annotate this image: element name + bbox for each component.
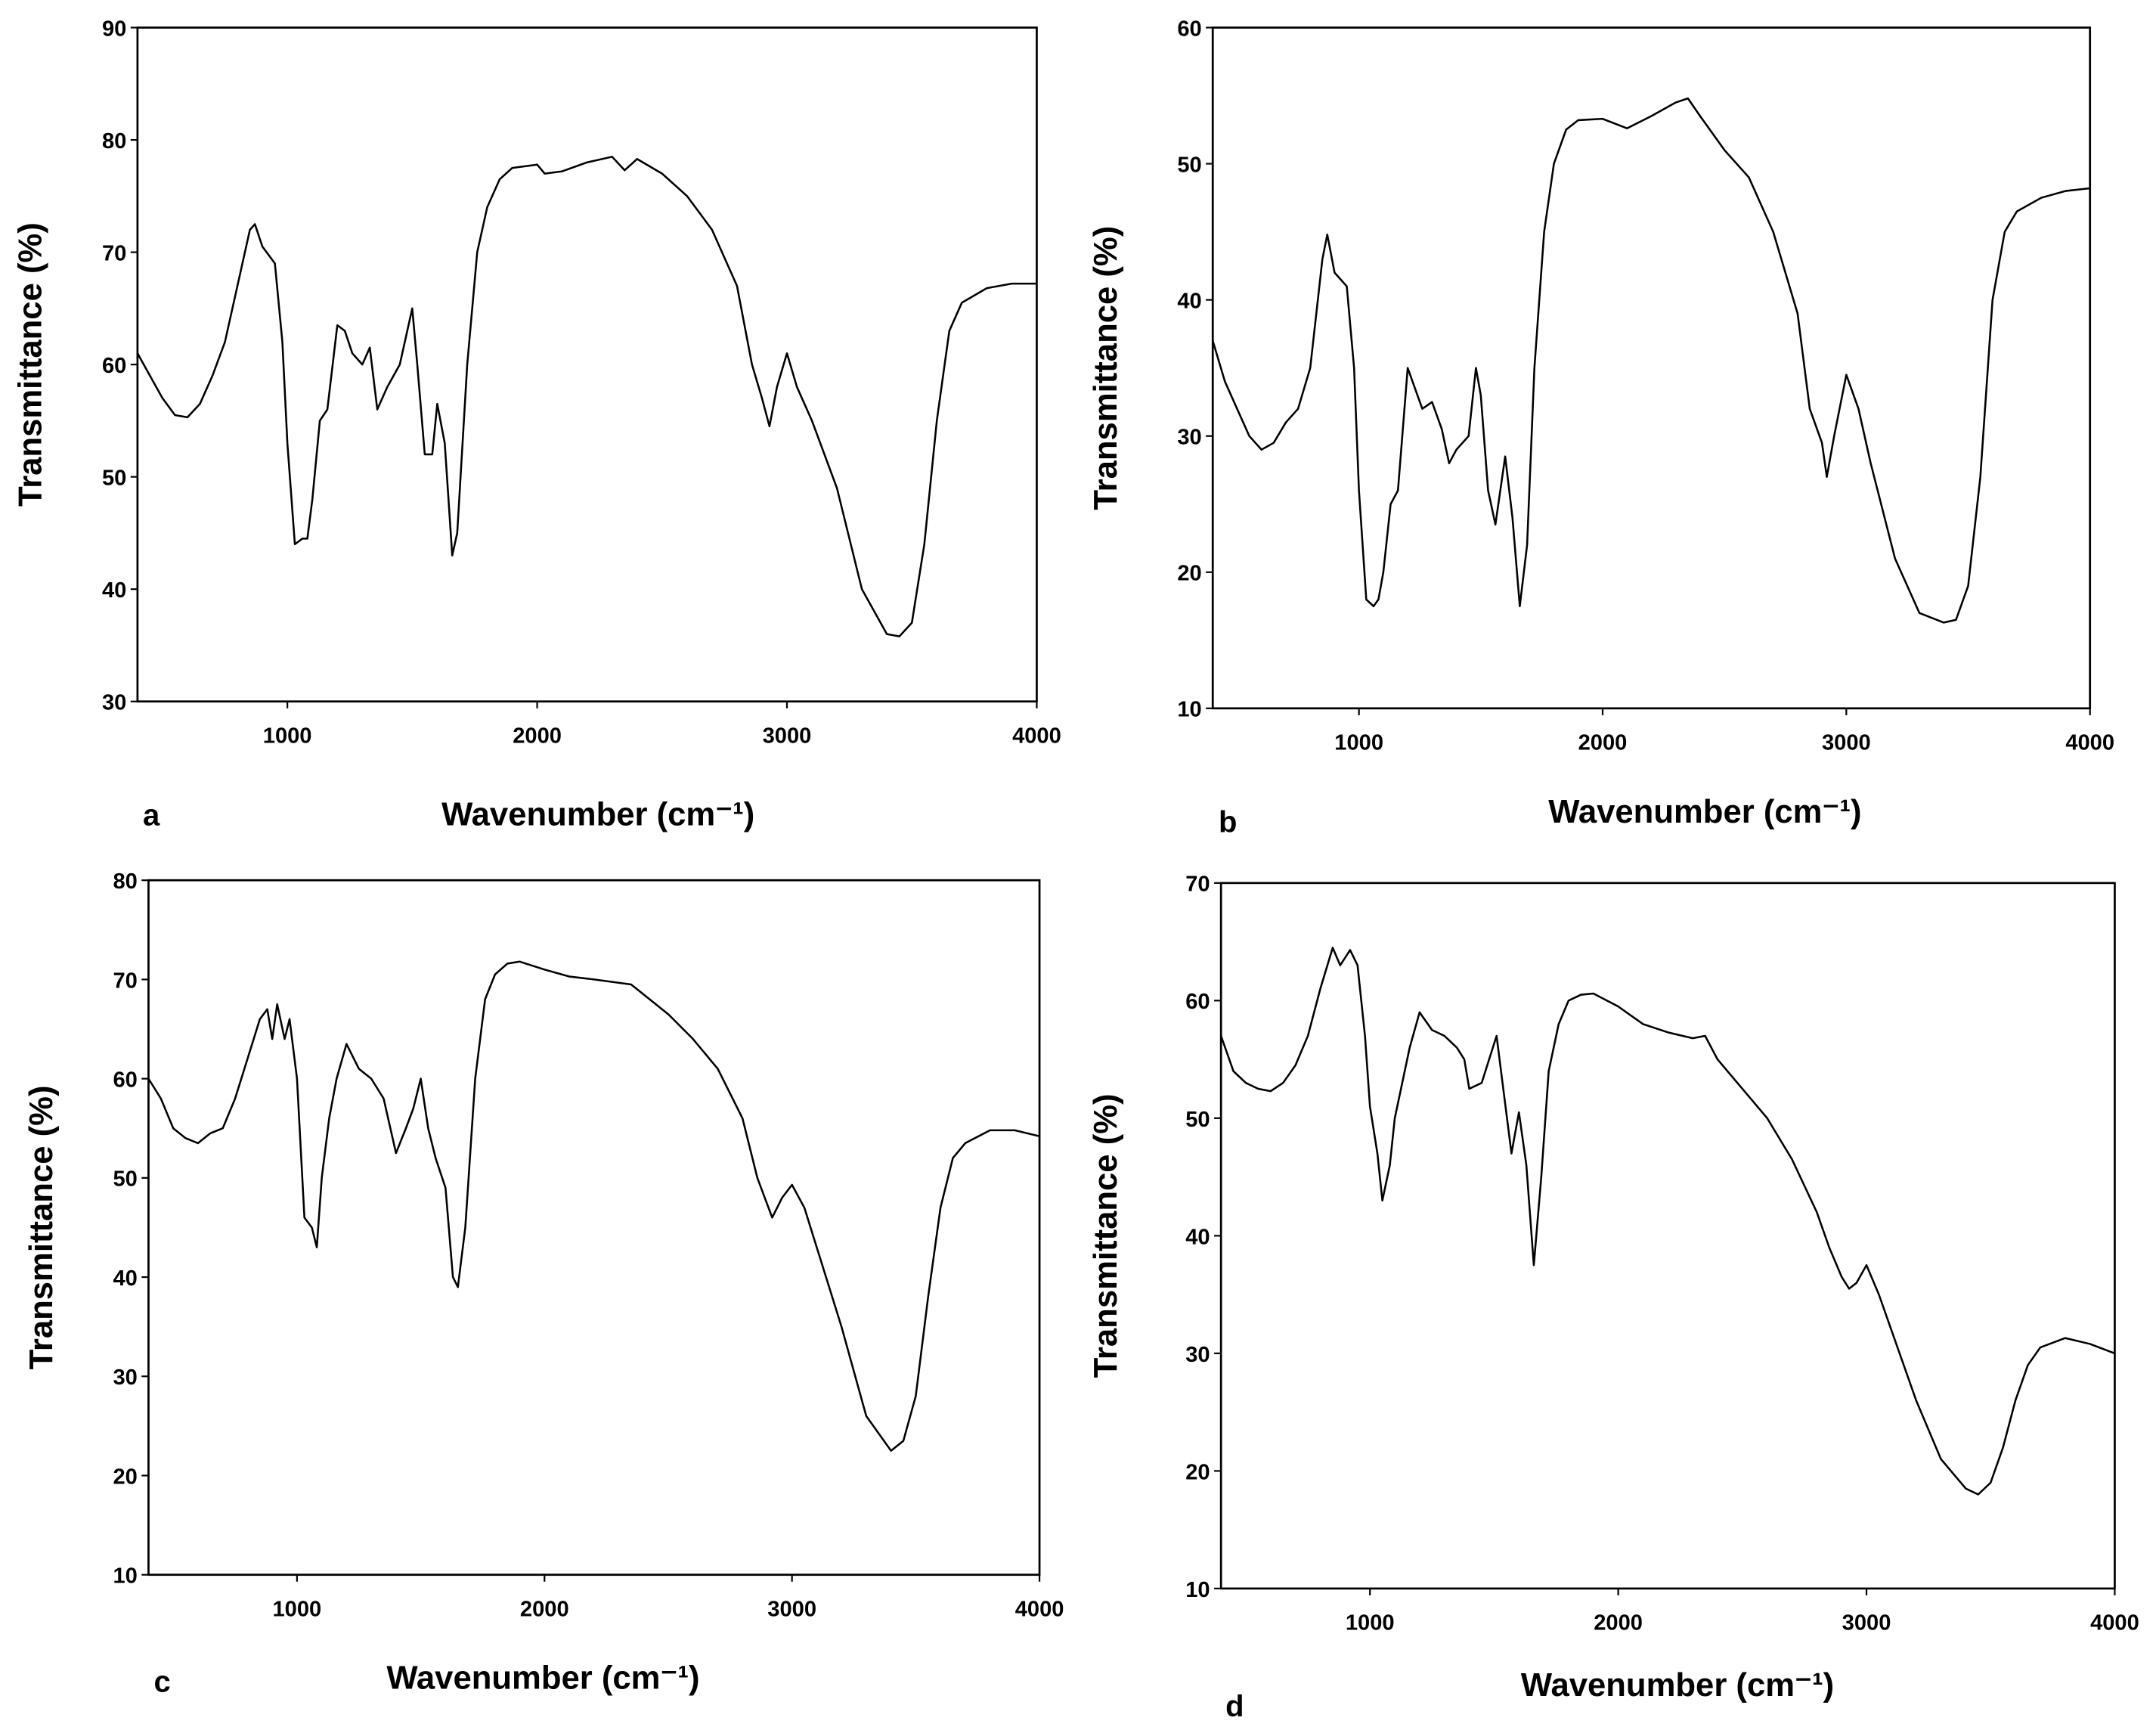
y-axis-label: Transmittance (%): [1087, 226, 1124, 510]
y-tick-label: 30: [113, 1366, 138, 1390]
y-tick-label: 60: [113, 1068, 138, 1093]
y-tick-label: 30: [1177, 426, 1201, 450]
x-axis-label: Wavenumber (cm⁻¹): [1548, 793, 1861, 830]
x-tick-label: 1000: [1346, 1611, 1395, 1635]
y-tick-label: 30: [102, 691, 126, 715]
y-tick-label: 10: [1185, 1578, 1210, 1602]
panel-letter: c: [154, 1665, 171, 1698]
y-tick-label: 10: [1177, 698, 1201, 722]
y-tick-label: 50: [1177, 153, 1201, 177]
x-tick-label: 3000: [1822, 730, 1871, 755]
y-tick-label: 80: [102, 129, 126, 153]
x-tick-label: 1000: [1334, 730, 1383, 755]
panel-letter: d: [1225, 1690, 1244, 1723]
y-tick-label: 20: [1185, 1460, 1210, 1484]
y-tick-label: 80: [113, 870, 138, 894]
y-tick-label: 70: [1185, 873, 1210, 897]
plot-frame: [1211, 26, 2092, 710]
x-axis-label: Wavenumber (cm⁻¹): [386, 1660, 699, 1697]
y-tick-label: 40: [102, 578, 126, 603]
panel-letter: a: [143, 798, 160, 832]
y-tick-label: 10: [113, 1564, 138, 1589]
y-tick-label: 90: [102, 17, 126, 41]
spectrum-line: [1219, 947, 2115, 1496]
y-tick-label: 50: [1185, 1108, 1210, 1132]
x-tick-label: 1000: [263, 724, 312, 748]
y-axis-label: Transmittance (%): [23, 1086, 60, 1370]
spectrum-line: [147, 960, 1040, 1452]
y-tick-label: 50: [113, 1167, 138, 1192]
y-tick-label: 60: [1177, 17, 1201, 41]
x-axis-label: Wavenumber (cm⁻¹): [1521, 1666, 1834, 1704]
x-tick-label: 4000: [2065, 730, 2114, 755]
x-tick-label: 3000: [763, 724, 812, 748]
panel-letter: b: [1219, 806, 1237, 839]
x-tick-label: 3000: [1842, 1611, 1891, 1635]
spectrum-line: [1212, 97, 2090, 624]
y-tick-label: 70: [102, 241, 126, 265]
y-tick-label: 20: [113, 1465, 138, 1489]
x-tick-label: 4000: [2090, 1611, 2139, 1635]
plot-frame: [136, 26, 1038, 703]
y-tick-label: 70: [113, 969, 138, 993]
plot-frame: [1219, 882, 2116, 1590]
y-tick-label: 60: [102, 354, 126, 378]
x-tick-label: 2000: [1578, 730, 1628, 755]
y-tick-label: 40: [1177, 290, 1201, 314]
y-tick-label: 40: [113, 1266, 138, 1291]
x-tick-label: 4000: [1015, 1597, 1064, 1621]
x-tick-label: 1000: [273, 1597, 322, 1621]
x-tick-label: 2000: [513, 724, 562, 748]
x-tick-label: 4000: [1012, 724, 1061, 748]
y-tick-label: 30: [1185, 1343, 1210, 1367]
y-tick-label: 40: [1185, 1225, 1210, 1249]
y-axis-label: Transmittance (%): [1087, 1093, 1124, 1378]
x-tick-label: 2000: [520, 1597, 569, 1621]
x-tick-label: 2000: [1594, 1611, 1643, 1635]
spectrum-line: [136, 156, 1037, 637]
y-tick-label: 50: [102, 467, 126, 491]
x-tick-label: 3000: [767, 1597, 816, 1621]
y-axis-label: Transmittance (%): [12, 222, 49, 507]
plot-frame: [147, 879, 1041, 1576]
x-axis-label: Wavenumber (cm⁻¹): [441, 795, 754, 832]
y-tick-label: 20: [1177, 562, 1201, 586]
y-tick-label: 60: [1185, 990, 1210, 1014]
